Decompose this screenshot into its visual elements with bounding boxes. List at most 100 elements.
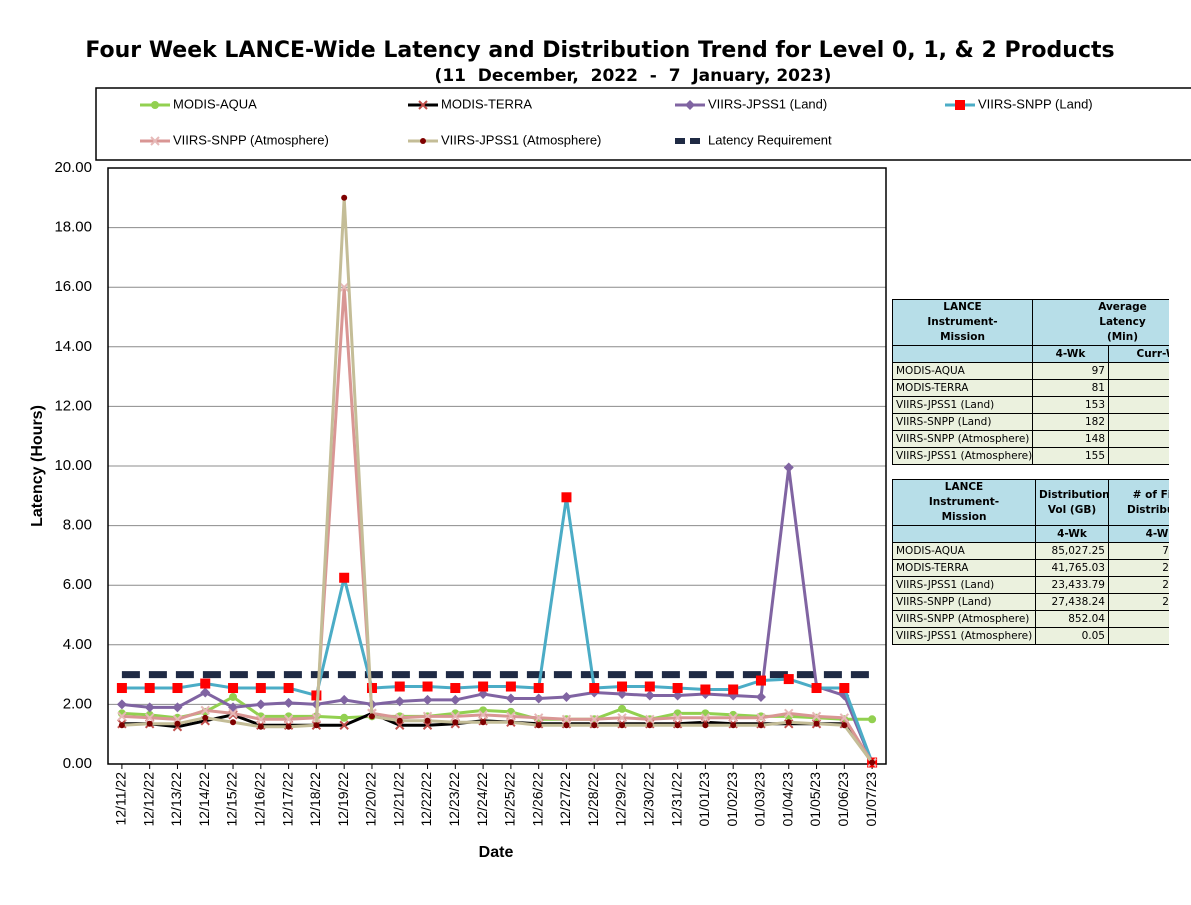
marker [150, 136, 160, 146]
chart-title: Four Week LANCE-Wide Latency and Distrib… [85, 38, 1114, 63]
marker [811, 711, 822, 722]
chart-subtitle: (11 December, 2022 - 7 January, 2023) [435, 66, 832, 86]
value-cell: 97 [1032, 362, 1109, 380]
marker [535, 722, 542, 729]
marker [506, 711, 516, 722]
y-tick-label: 2.00 [63, 695, 92, 712]
name-cell: MODIS-AQUA [892, 542, 1036, 560]
marker [450, 683, 461, 694]
value-cell: 85,027.25 [1035, 542, 1109, 560]
x-tick-label: 12/23/22 [446, 772, 462, 827]
marker [784, 708, 794, 719]
value-cell: 103,31 [1108, 610, 1169, 628]
marker [618, 704, 627, 713]
subheader-cell: 4-Wk [1035, 525, 1109, 543]
x-tick-label: 12/18/22 [307, 772, 323, 827]
marker [257, 723, 264, 730]
x-tick-label: 12/22/22 [418, 772, 434, 827]
marker [841, 722, 848, 729]
value-cell: 7,620,56 [1108, 542, 1169, 560]
marker [366, 683, 377, 694]
value-cell: 15 [1108, 413, 1169, 431]
table: LANCE Instrument-Mission Distribution Vol… [892, 479, 1169, 645]
marker [702, 722, 709, 729]
marker [172, 702, 183, 713]
header-text: Distribution Vol (GB) [1039, 488, 1109, 516]
name-cell: MODIS-AQUA [892, 362, 1033, 380]
marker [785, 719, 792, 726]
marker [757, 722, 764, 729]
marker [118, 722, 125, 729]
legend-label: VIIRS-JPSS1 (Atmosphere) [441, 132, 601, 147]
name-cell: VIIRS-SNPP (Land) [892, 593, 1036, 611]
header-row: LANCE Instrument-Mission Distribution Vol… [892, 479, 1169, 526]
marker [200, 678, 211, 689]
value-cell [1108, 627, 1169, 645]
subheader-row: 4-Wk4-Wk [892, 525, 1169, 543]
marker [589, 714, 599, 725]
legend-label: VIIRS-SNPP (Atmosphere) [173, 132, 329, 147]
marker [561, 714, 572, 725]
series-line [121, 287, 874, 764]
value-cell: 27,438.24 [1035, 593, 1109, 611]
x-tick-label: 12/15/22 [224, 772, 240, 827]
marker [339, 720, 349, 730]
marker [645, 714, 655, 725]
table-row: VIIRS-JPSS1 (Land)15323 [892, 396, 1169, 414]
x-tick-label: 12/12/22 [140, 772, 156, 827]
marker [563, 722, 570, 729]
x-tick-label: 12/28/22 [585, 772, 601, 827]
marker [756, 713, 766, 723]
name-cell: VIIRS-JPSS1 (Land) [892, 396, 1033, 414]
y-tick-label: 10.00 [54, 457, 92, 474]
legend-item: Latency Requirement [675, 132, 832, 147]
value-cell: 23 [1108, 396, 1169, 414]
series-line [121, 197, 874, 764]
header-cell: LANCE Instrument-Mission [892, 479, 1036, 526]
marker [755, 691, 766, 702]
header-cell: Average Latency (Min) [1032, 299, 1169, 346]
x-tick-label: 01/06/23 [835, 772, 851, 827]
marker [202, 714, 209, 721]
y-tick-label: 20.00 [54, 159, 92, 176]
header-text: # of Files Distributed [1126, 488, 1169, 516]
subheader-cell [892, 525, 1036, 543]
marker [313, 722, 320, 729]
marker [685, 100, 695, 110]
x-tick-label: 12/30/22 [641, 772, 657, 827]
marker [255, 683, 266, 694]
x-tick-label: 01/02/23 [724, 772, 740, 827]
marker [394, 696, 405, 707]
x-tick-label: 12/26/22 [529, 772, 545, 827]
y-tick-label: 16.00 [54, 278, 92, 295]
marker [230, 719, 237, 726]
table-row: MODIS-AQUA979 [892, 362, 1169, 380]
x-tick-label: 01/03/23 [752, 772, 768, 827]
marker [172, 683, 183, 694]
name-cell: VIIRS-SNPP (Land) [892, 413, 1033, 431]
marker [672, 683, 683, 694]
marker [561, 492, 572, 503]
value-cell: 155 [1032, 447, 1109, 465]
x-tick-label: 12/19/22 [335, 772, 351, 827]
legend-label: MODIS-TERRA [441, 96, 532, 111]
marker [591, 722, 598, 729]
name-cell: VIIRS-SNPP (Atmosphere) [892, 610, 1036, 628]
legend-label: MODIS-AQUA [173, 96, 257, 111]
marker [700, 684, 711, 695]
distribution-table: LANCE Instrument-Mission Distribution Vol… [892, 479, 1169, 645]
x-tick-label: 01/07/23 [863, 772, 879, 827]
name-cell: VIIRS-JPSS1 (Atmosphere) [892, 447, 1033, 465]
marker [420, 138, 426, 144]
value-cell: 8 [1108, 379, 1169, 397]
x-tick-label: 12/17/22 [279, 772, 295, 827]
y-tick-label: 12.00 [54, 397, 92, 414]
marker [480, 719, 487, 726]
series-line [121, 497, 874, 764]
marker [478, 681, 489, 692]
marker [839, 713, 850, 723]
marker [869, 759, 876, 766]
